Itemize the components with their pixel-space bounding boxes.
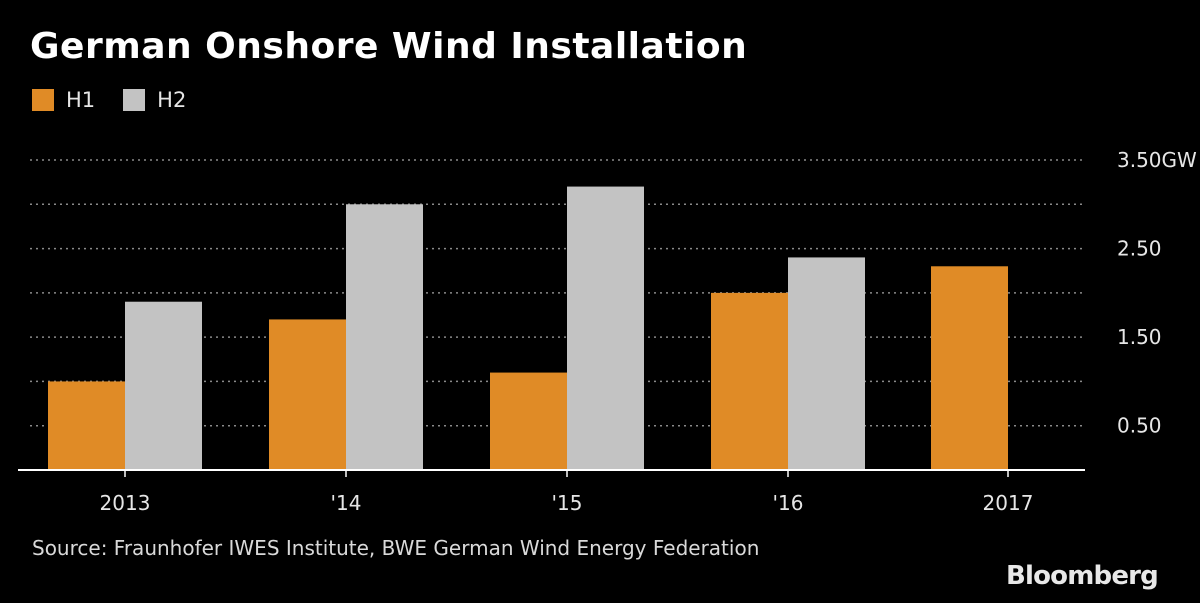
x-tick-label: 2013 [100, 491, 151, 515]
bar-h2 [125, 301, 202, 470]
y-tick-label: 0.50 [1117, 414, 1162, 438]
bar-h1 [931, 266, 1008, 470]
legend-item-h2: H2 [123, 88, 186, 112]
y-tick-label: 2.50 [1117, 237, 1162, 261]
y-tick-label: 3.50GW [1117, 148, 1197, 172]
bloomberg-logo: Bloomberg [1005, 561, 1159, 591]
chart-legend: H1 H2 [32, 88, 214, 112]
x-tick-label: '14 [331, 491, 362, 515]
y-tick-label: 1.50 [1117, 325, 1162, 349]
legend-swatch-h1 [32, 89, 54, 111]
source-note: Source: Fraunhofer IWES Institute, BWE G… [32, 536, 760, 560]
x-tick-label: '16 [773, 491, 804, 515]
bar-h1 [269, 319, 346, 470]
legend-label-h2: H2 [157, 88, 187, 112]
bar-h2 [567, 186, 644, 471]
chart-title: German Onshore Wind Installation [30, 26, 748, 67]
legend-swatch-h2 [123, 89, 146, 111]
x-tick-label: '15 [552, 491, 583, 515]
bar-h2 [788, 257, 865, 470]
x-tick-label: 2017 [983, 491, 1034, 515]
bar-h1 [711, 292, 788, 470]
legend-label-h1: H1 [66, 88, 96, 112]
bar-h1 [48, 381, 125, 470]
bar-h1 [490, 372, 567, 470]
bar-h2 [346, 204, 423, 471]
legend-item-h1: H1 [32, 88, 95, 112]
